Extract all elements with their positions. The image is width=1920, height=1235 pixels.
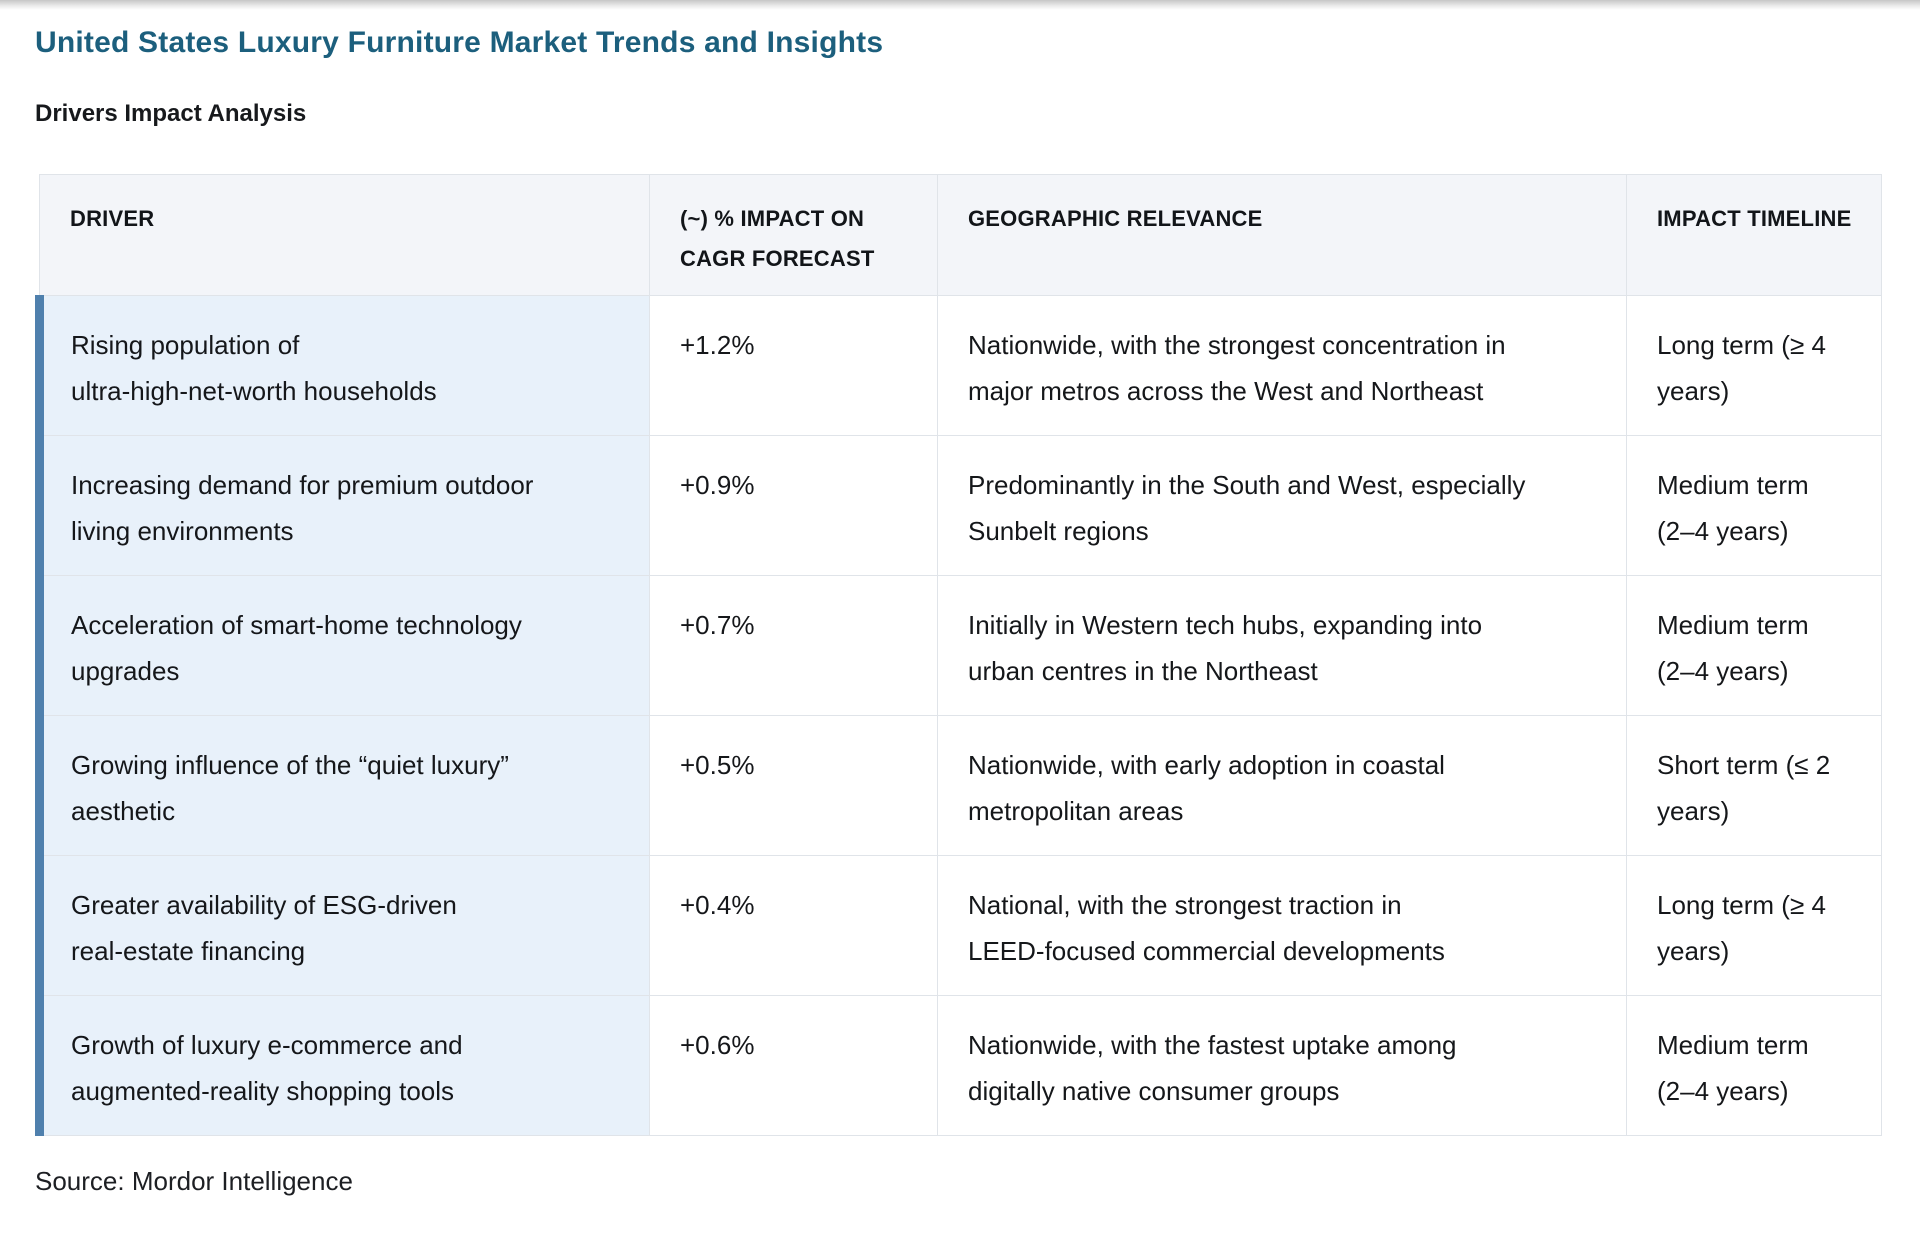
impact-cell: +0.5%	[649, 715, 938, 856]
column-header-driver: DRIVER	[39, 174, 650, 296]
timeline-cell: Long term (≥ 4 years)	[1626, 295, 1882, 436]
timeline-cell: Long term (≥ 4 years)	[1626, 855, 1882, 996]
driver-cell: Growth of luxury e-commerce and augmente…	[35, 995, 650, 1136]
column-header-geography: GEOGRAPHIC RELEVANCE	[937, 174, 1627, 296]
driver-cell: Greater availability of ESG-driven real-…	[35, 855, 650, 996]
impact-cell: +0.6%	[649, 995, 938, 1136]
table-header: DRIVER (~) % IMPACT ON CAGR FORECAST GEO…	[39, 174, 1882, 296]
driver-cell: Acceleration of smart-home technology up…	[35, 575, 650, 716]
driver-cell: Growing influence of the “quiet luxury” …	[35, 715, 650, 856]
table-row: Growing influence of the “quiet luxury” …	[35, 715, 1882, 856]
geography-cell: Predominantly in the South and West, esp…	[937, 435, 1627, 576]
timeline-cell: Medium term (2–4 years)	[1626, 995, 1882, 1136]
column-header-impact: (~) % IMPACT ON CAGR FORECAST	[649, 174, 938, 296]
impact-cell: +1.2%	[649, 295, 938, 436]
table-body: Rising population of ultra-high-net-wort…	[35, 295, 1882, 1136]
timeline-cell: Medium term (2–4 years)	[1626, 575, 1882, 716]
source-attribution: Source: Mordor Intelligence	[35, 1166, 353, 1196]
report-content: United States Luxury Furniture Market Tr…	[0, 10, 1920, 1197]
geography-cell: Nationwide, with the fastest uptake amon…	[937, 995, 1627, 1136]
table-row: Growth of luxury e-commerce and augmente…	[35, 995, 1882, 1136]
table-row: Acceleration of smart-home technology up…	[35, 575, 1882, 716]
driver-cell: Rising population of ultra-high-net-wort…	[35, 295, 650, 436]
impact-cell: +0.4%	[649, 855, 938, 996]
column-header-timeline: IMPACT TIMELINE	[1626, 174, 1882, 296]
drivers-impact-table: DRIVER (~) % IMPACT ON CAGR FORECAST GEO…	[35, 174, 1882, 1136]
geography-cell: Nationwide, with the strongest concentra…	[937, 295, 1627, 436]
impact-cell: +0.7%	[649, 575, 938, 716]
header-row: DRIVER (~) % IMPACT ON CAGR FORECAST GEO…	[39, 174, 1882, 296]
table-row: Rising population of ultra-high-net-wort…	[35, 295, 1882, 436]
geography-cell: Initially in Western tech hubs, expandin…	[937, 575, 1627, 716]
driver-cell: Increasing demand for premium outdoor li…	[35, 435, 650, 576]
page-title: United States Luxury Furniture Market Tr…	[35, 26, 884, 59]
table-row: Greater availability of ESG-driven real-…	[35, 855, 1882, 996]
geography-cell: Nationwide, with early adoption in coast…	[937, 715, 1627, 856]
impact-cell: +0.9%	[649, 435, 938, 576]
top-edge-shadow	[0, 0, 1920, 10]
timeline-cell: Medium term (2–4 years)	[1626, 435, 1882, 576]
timeline-cell: Short term (≤ 2 years)	[1626, 715, 1882, 856]
geography-cell: National, with the strongest traction in…	[937, 855, 1627, 996]
section-subtitle: Drivers Impact Analysis	[35, 100, 307, 127]
table-row: Increasing demand for premium outdoor li…	[35, 435, 1882, 576]
